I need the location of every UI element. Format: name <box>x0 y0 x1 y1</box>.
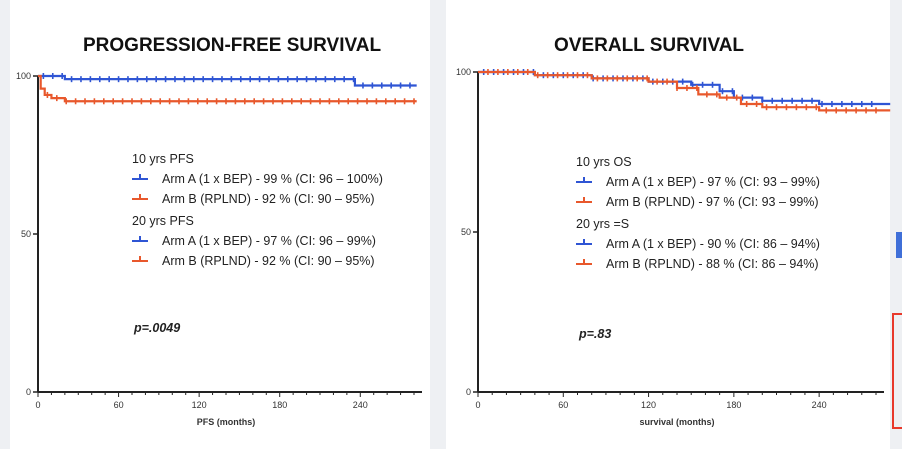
y-tick-label: 50 <box>461 227 471 237</box>
y-tick-label: 100 <box>16 71 31 81</box>
slide-edge-red-frame <box>892 313 902 429</box>
y-tick-label: 50 <box>21 229 31 239</box>
legend-group-heading: 10 yrs OS <box>576 155 632 169</box>
legend-group-heading: 20 yrs =S <box>576 217 629 231</box>
legend-item-label: Arm B (RPLND) - 88 % (CI: 86 – 94%) <box>606 257 819 271</box>
os-chart-panel: OVERALL SURVIVAL 0 60 120 180 240 0 50 100 survi… <box>446 0 891 449</box>
x-tick-label: 240 <box>353 400 368 410</box>
slide-edge-blue-marker <box>896 232 902 258</box>
x-tick-label: 0 <box>475 400 480 410</box>
x-axis-label: PFS (months) <box>197 417 256 427</box>
series-line-arm-a <box>38 74 417 87</box>
x-tick-label: 120 <box>192 400 207 410</box>
y-tick-label: 100 <box>456 67 471 77</box>
os-chart-title: OVERALL SURVIVAL <box>554 35 745 56</box>
x-tick-label: 60 <box>114 400 124 410</box>
legend-item-label: Arm A (1 x BEP) - 90 % (CI: 86 – 94%) <box>606 237 820 251</box>
legend-item-label: Arm B (RPLND) - 92 % (CI: 90 – 95%) <box>162 192 375 206</box>
series-line-arm-b <box>478 70 891 112</box>
legend-item-label: Arm A (1 x BEP) - 99 % (CI: 96 – 100%) <box>162 172 383 186</box>
x-tick-label: 180 <box>726 400 741 410</box>
p-value-annotation: p=.0049 <box>133 321 180 335</box>
x-axis-label: survival (months) <box>639 417 714 427</box>
legend-group-heading: 10 yrs PFS <box>132 152 194 166</box>
x-tick-label: 60 <box>558 400 568 410</box>
x-tick-label: 0 <box>35 400 40 410</box>
legend-group-heading: 20 yrs PFS <box>132 214 194 228</box>
legend-item-label: Arm B (RPLND) - 92 % (CI: 90 – 95%) <box>162 254 375 268</box>
y-tick-label: 0 <box>466 387 471 397</box>
pfs-chart-title: PROGRESSION-FREE SURVIVAL <box>83 35 382 56</box>
legend-item-label: Arm A (1 x BEP) - 97 % (CI: 93 – 99%) <box>606 175 820 189</box>
x-tick-label: 120 <box>641 400 656 410</box>
pfs-chart-svg: 0 60 120 180 240 0 50 100 PFS (months) 10 yrs PFS… <box>16 71 422 427</box>
p-value-annotation: p=.83 <box>578 327 611 341</box>
pfs-chart-panel: PROGRESSION-FREE SURVIVAL 0 60 120 180 240 0 5… <box>10 0 430 449</box>
legend-item-label: Arm A (1 x BEP) - 97 % (CI: 96 – 99%) <box>162 234 376 248</box>
y-tick-label: 0 <box>26 387 31 397</box>
x-tick-label: 240 <box>812 400 827 410</box>
series-line-arm-b <box>38 74 417 103</box>
os-chart-svg: 0 60 120 180 240 0 50 100 survival (months) 10 yr… <box>456 67 891 427</box>
x-tick-label: 180 <box>272 400 287 410</box>
legend-item-label: Arm B (RPLND) - 97 % (CI: 93 – 99%) <box>606 195 819 209</box>
